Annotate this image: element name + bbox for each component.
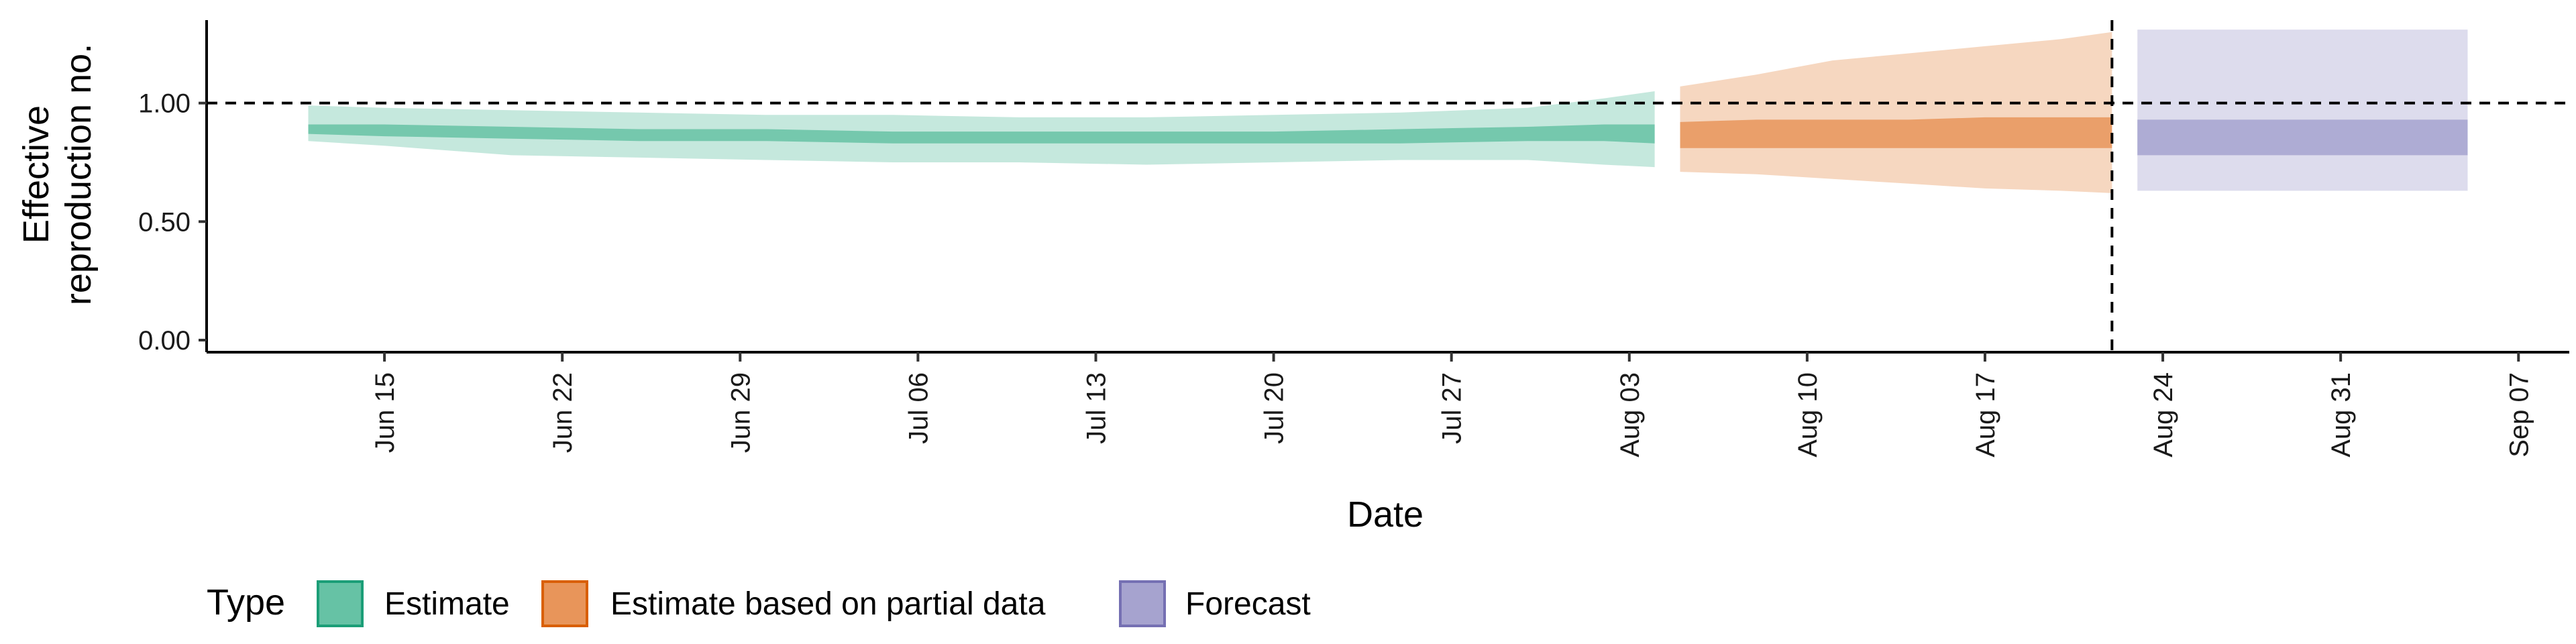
x-tick-label: Aug 17: [1971, 372, 2000, 458]
legend-label-forecast: Forecast: [1185, 586, 1311, 622]
legend-key-estimate: [317, 580, 364, 627]
x-tick-label: Jul 20: [1260, 372, 1289, 444]
x-tick-label: Sep 07: [2504, 372, 2534, 458]
x-tick-label: Aug 03: [1615, 372, 1645, 458]
legend-key-forecast: [1119, 580, 1166, 627]
x-tick-label: Aug 10: [1793, 372, 1823, 458]
x-tick-label: Jul 06: [904, 372, 933, 444]
ribbon-outer-estimate: [308, 91, 1655, 168]
ribbons: [308, 30, 2468, 193]
ribbon-outer-partial: [1680, 32, 2112, 193]
legend-key-partial-data: [541, 580, 588, 627]
y-tick-label: 0.50: [138, 207, 191, 237]
x-ticks: Jun 15 Jun 22 Jun 29 Jul 06 Jul 13 Jul 20 Jul …: [370, 352, 2534, 458]
x-tick-label: Aug 24: [2149, 372, 2178, 458]
x-tick-label: Jun 22: [548, 372, 578, 453]
x-tick-label: Jun 15: [370, 372, 400, 453]
legend-item-estimate: Estimate: [317, 580, 510, 627]
legend-label-partial-data: Estimate based on partial data: [610, 586, 1046, 622]
ribbon-inner-forecast: [2137, 119, 2468, 156]
y-tick-label: 0.00: [138, 326, 191, 356]
axes: 0.00 0.50 1.00 Jun 15 Jun 22 Jun 29 Jul 06 Jul…: [138, 20, 2569, 458]
ribbon-inner-estimate: [308, 124, 1655, 144]
y-tick-label: 1.00: [138, 89, 191, 119]
x-tick-label: Jul 27: [1438, 372, 1467, 444]
y-axis-title-line-2: reproduction no.: [58, 44, 99, 305]
ribbon-outer-forecast: [2137, 30, 2468, 191]
x-tick-label: Aug 31: [2326, 372, 2356, 458]
legend-item-forecast: Forecast: [1119, 580, 1311, 627]
y-axis-title-line-1: Effective: [16, 105, 56, 244]
legend-title: Type: [207, 582, 285, 623]
x-tick-label: Jun 29: [726, 372, 755, 453]
ribbon-inner-partial: [1680, 117, 2112, 148]
x-tick-label: Jul 13: [1082, 372, 1112, 444]
legend-item-partial: Estimate based on partial data: [541, 580, 1046, 627]
y-ticks: 0.00 0.50 1.00: [138, 89, 207, 356]
legend-label-estimate: Estimate: [384, 586, 510, 622]
legend: Type Estimate Estimate based on partial …: [207, 580, 1311, 627]
x-axis-title: Date: [1347, 494, 1424, 535]
